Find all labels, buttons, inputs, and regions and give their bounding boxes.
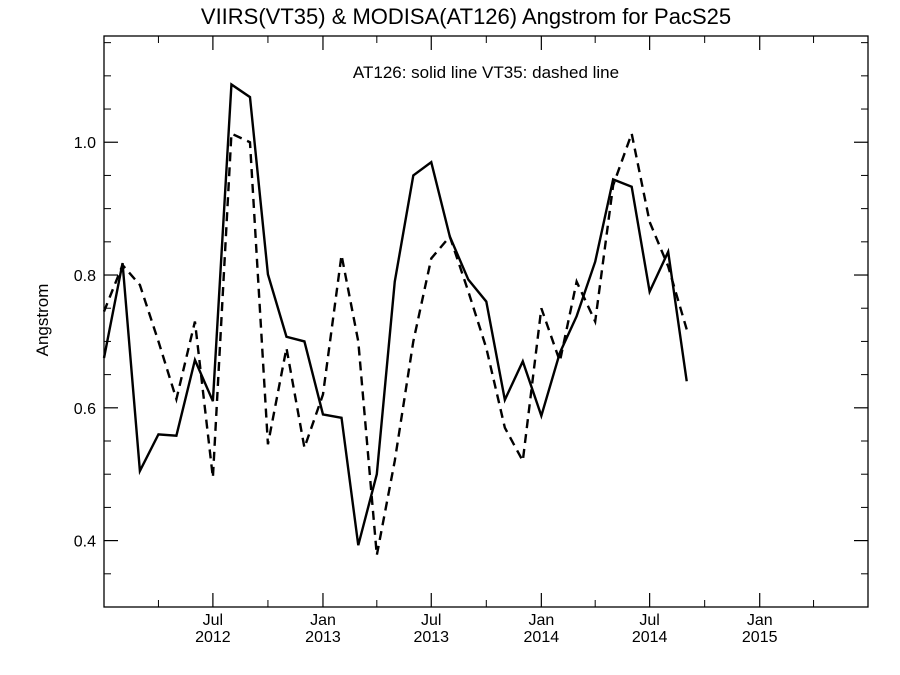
x-tick-year-label: 2013 [413, 629, 449, 646]
series-layer [102, 82, 688, 556]
x-tick-month-label: Jul [421, 612, 441, 629]
x-tick-year-label: 2014 [632, 629, 668, 646]
x-tick-year-label: 2014 [524, 629, 560, 646]
series-vt35-line [102, 129, 688, 556]
x-tick-month-label: Jul [639, 612, 659, 629]
series-at126-line [102, 82, 688, 546]
y-axis-label: Angstrom [33, 284, 52, 357]
x-tick-month-label: Jul [203, 612, 223, 629]
x-tick-month-label: Jan [310, 612, 336, 629]
x-tick-year-label: 2015 [742, 629, 778, 646]
x-tick-month-label: Jan [747, 612, 773, 629]
x-tick-year-label: 2013 [305, 629, 341, 646]
x-tick-year-label: 2012 [195, 629, 231, 646]
chart-annotation: AT126: solid line VT35: dashed line [353, 63, 619, 82]
x-tick-month-label: Jan [528, 612, 554, 629]
axis-layer: 0.40.60.81.0Jul2012Jan2013Jul2013Jan2014… [74, 36, 868, 646]
y-tick-label: 0.6 [74, 401, 96, 418]
chart-title: VIIRS(VT35) & MODISA(AT126) Angstrom for… [201, 4, 731, 29]
y-tick-label: 0.8 [74, 268, 96, 285]
y-tick-label: 1.0 [74, 135, 96, 152]
y-tick-label: 0.4 [74, 534, 96, 551]
